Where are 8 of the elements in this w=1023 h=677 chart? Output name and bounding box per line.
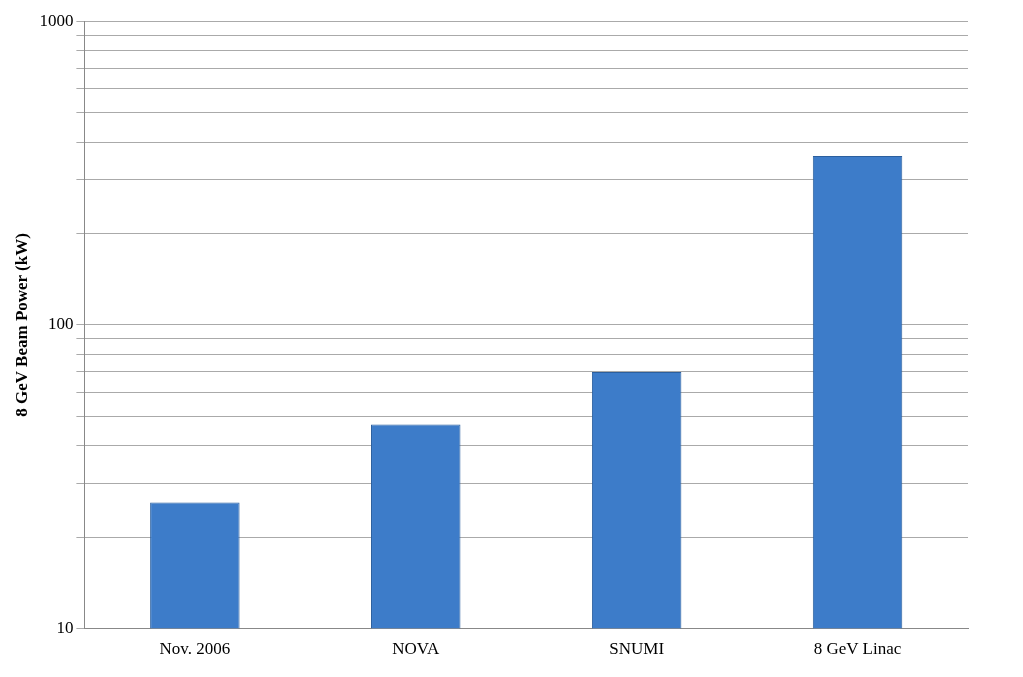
y-axis-title: 8 GeV Beam Power (kW) <box>11 233 31 417</box>
x-tick-label: NOVA <box>392 639 440 659</box>
y-tick-label: 10 <box>56 618 74 638</box>
y-tick-label: 100 <box>47 314 74 334</box>
x-tick-label: Nov. 2006 <box>159 639 231 659</box>
x-tick-label: SNUMI <box>609 639 665 659</box>
x-tick-label: 8 GeV Linac <box>813 639 902 659</box>
y-tick-label: 1000 <box>39 10 74 30</box>
